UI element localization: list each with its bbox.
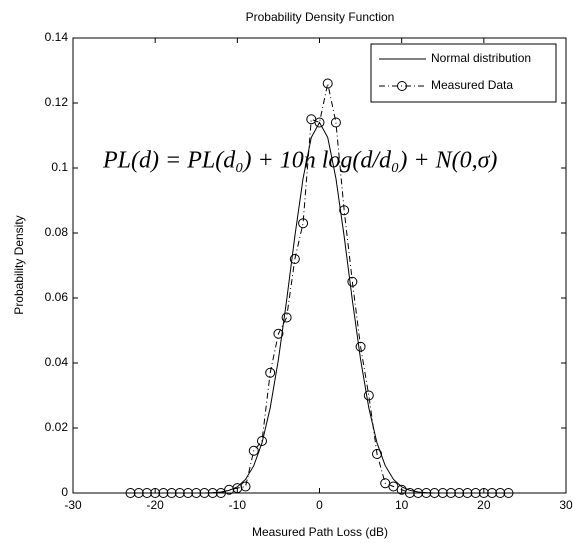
- y-axis-label: Probability Density: [12, 215, 26, 314]
- data-point: [273, 328, 284, 339]
- data-point: [240, 481, 251, 492]
- data-point: [429, 488, 440, 498]
- y-tick-label: 0.1: [51, 160, 68, 174]
- data-point: [363, 390, 374, 401]
- legend-label: Measured Data: [431, 78, 513, 92]
- y-tick-label: 0.04: [45, 355, 69, 369]
- data-point: [150, 488, 161, 498]
- data-point: [289, 254, 300, 264]
- data-point: [372, 449, 383, 459]
- x-tick-label: -20: [146, 498, 164, 512]
- x-tick-label: -30: [64, 498, 82, 512]
- x-tick-label: 0: [316, 498, 323, 512]
- data-point: [298, 218, 309, 229]
- plot-frame: [72, 37, 567, 494]
- x-axis-label: Measured Path Loss (dB): [252, 525, 388, 539]
- data-point: [421, 488, 432, 498]
- data-point: [445, 488, 456, 498]
- data-point: [232, 483, 243, 494]
- legend-marker: [397, 81, 407, 91]
- data-point: [470, 488, 481, 498]
- data-point: [347, 276, 358, 287]
- data-point: [413, 488, 424, 498]
- data-point: [437, 488, 448, 498]
- data-point: [495, 488, 506, 498]
- y-tick-label: 0.12: [45, 95, 69, 109]
- data-point: [158, 488, 169, 498]
- data-point: [265, 367, 276, 378]
- annotation: PL(d) = PL(d₀) + 10n log(d/d₀) + N(0,σ): [102, 148, 497, 174]
- data-point: [478, 488, 489, 498]
- x-tick-label: -10: [229, 498, 247, 512]
- data-point: [224, 484, 235, 495]
- data-point: [454, 488, 465, 498]
- data-point: [462, 488, 473, 498]
- x-tick-label: 10: [395, 498, 409, 512]
- y-tick-label: 0.08: [45, 225, 69, 239]
- legend-label: Normal distribution: [431, 51, 531, 65]
- data-point: [133, 488, 144, 498]
- data-point: [199, 488, 210, 498]
- data-point: [339, 205, 350, 216]
- data-point: [330, 117, 341, 128]
- x-tick-label: 30: [559, 498, 573, 512]
- chart-title: Probability Density Function: [246, 10, 395, 24]
- data-point: [314, 117, 325, 128]
- data-point: [503, 488, 514, 498]
- y-tick-label: 0.06: [45, 290, 69, 304]
- data-point: [207, 488, 218, 498]
- data-point: [141, 488, 152, 498]
- y-tick-label: 0: [61, 485, 68, 499]
- data-point: [248, 445, 259, 456]
- data-point: [183, 488, 194, 498]
- x-tick-label: 20: [477, 498, 491, 512]
- data-point: [281, 312, 292, 323]
- data-point: [487, 488, 498, 498]
- data-point: [256, 436, 267, 446]
- data-point: [322, 78, 333, 89]
- y-tick-label: 0.02: [45, 420, 69, 434]
- data-point: [404, 488, 415, 498]
- data-point: [355, 341, 366, 352]
- legend-box: [370, 43, 557, 103]
- data-point: [174, 488, 185, 498]
- data-point: [125, 488, 136, 498]
- data-point: [166, 488, 177, 498]
- y-tick-label: 0.14: [45, 30, 69, 44]
- data-point: [191, 488, 202, 498]
